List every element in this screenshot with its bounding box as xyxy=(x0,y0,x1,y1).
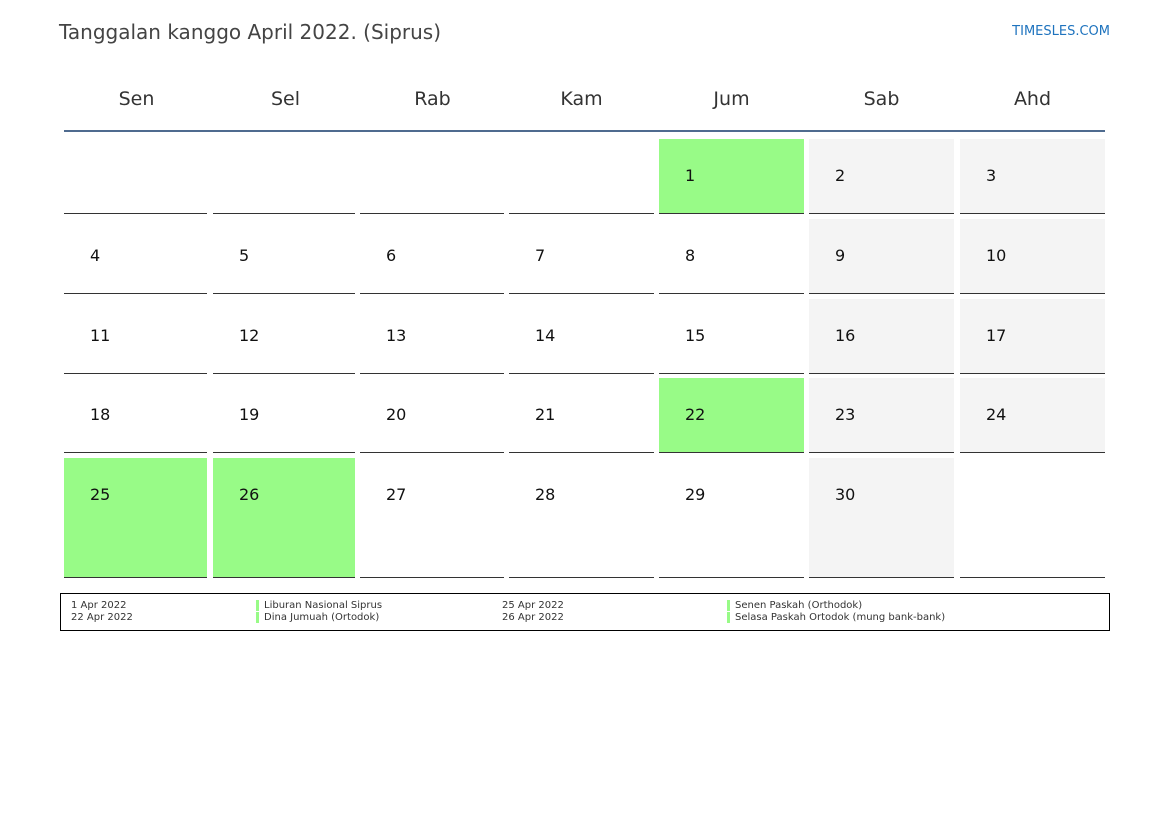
legend-date: 25 Apr 2022 xyxy=(502,600,564,611)
day-cell-weekend[interactable]: 3 xyxy=(960,139,1105,214)
day-number: 28 xyxy=(535,485,556,504)
day-cell[interactable]: 27 xyxy=(360,458,504,578)
day-number: 7 xyxy=(535,246,546,265)
day-number: 18 xyxy=(90,405,111,424)
legend-holiday-name: Selasa Paskah Ortodok (mung bank-bank) xyxy=(727,612,945,623)
day-cell-empty xyxy=(213,139,355,214)
weekday-sun: Ahd xyxy=(1013,88,1052,110)
day-number: 10 xyxy=(986,246,1007,265)
day-number: 8 xyxy=(685,246,696,265)
day-number: 15 xyxy=(685,326,706,345)
day-number: 20 xyxy=(386,405,407,424)
legend-date: 1 Apr 2022 xyxy=(71,600,127,611)
day-cell-weekend[interactable]: 2 xyxy=(809,139,954,214)
weekday-wed: Rab xyxy=(414,88,451,110)
day-number: 1 xyxy=(685,166,696,185)
legend-date: 22 Apr 2022 xyxy=(71,612,133,623)
day-cell[interactable]: 8 xyxy=(659,219,804,294)
legend-holiday-name: Dina Jumuah (Ortodok) xyxy=(256,612,379,623)
weekday-thu: Kam xyxy=(560,88,603,110)
day-cell-holiday[interactable]: 25 xyxy=(64,458,207,578)
legend-holiday-name: Senen Paskah (Orthodok) xyxy=(727,600,862,611)
day-number: 5 xyxy=(239,246,250,265)
weekday-sat: Sab xyxy=(863,88,900,110)
day-number: 21 xyxy=(535,405,556,424)
day-cell[interactable]: 7 xyxy=(509,219,654,294)
day-cell[interactable]: 18 xyxy=(64,378,207,453)
day-cell-weekend[interactable]: 23 xyxy=(809,378,954,453)
day-number: 24 xyxy=(986,405,1007,424)
day-number: 4 xyxy=(90,246,101,265)
day-number: 26 xyxy=(239,485,260,504)
day-cell[interactable]: 29 xyxy=(659,458,804,578)
day-cell-weekend[interactable]: 24 xyxy=(960,378,1105,453)
day-number: 9 xyxy=(835,246,846,265)
day-cell-holiday[interactable]: 26 xyxy=(213,458,355,578)
day-cell-empty xyxy=(960,458,1105,578)
day-cell[interactable]: 12 xyxy=(213,299,355,374)
day-number: 17 xyxy=(986,326,1007,345)
site-link[interactable]: TIMESLES.COM xyxy=(1012,24,1110,39)
day-cell-weekend[interactable]: 10 xyxy=(960,219,1105,294)
legend-date: 26 Apr 2022 xyxy=(502,612,564,623)
day-number: 16 xyxy=(835,326,856,345)
weekday-mon: Sen xyxy=(118,88,155,110)
day-number: 23 xyxy=(835,405,856,424)
weekday-fri: Jum xyxy=(713,88,750,110)
day-cell-weekend[interactable]: 30 xyxy=(809,458,954,578)
day-cell[interactable]: 13 xyxy=(360,299,504,374)
day-cell-weekend[interactable]: 16 xyxy=(809,299,954,374)
day-cell[interactable]: 5 xyxy=(213,219,355,294)
day-number: 11 xyxy=(90,326,111,345)
page-title: Tanggalan kanggo April 2022. (Siprus) xyxy=(59,20,442,44)
day-cell-empty xyxy=(64,139,207,214)
day-number: 22 xyxy=(685,405,706,424)
day-cell[interactable]: 19 xyxy=(213,378,355,453)
holiday-legend: 1 Apr 2022 Liburan Nasional Siprus 22 Ap… xyxy=(60,593,1110,631)
day-cell[interactable]: 15 xyxy=(659,299,804,374)
day-number: 13 xyxy=(386,326,407,345)
day-cell-empty xyxy=(360,139,504,214)
day-number: 27 xyxy=(386,485,407,504)
day-cell[interactable]: 4 xyxy=(64,219,207,294)
day-number: 29 xyxy=(685,485,706,504)
day-number: 12 xyxy=(239,326,260,345)
day-number: 2 xyxy=(835,166,846,185)
weekday-header-row: Sen Sel Rab Kam Jum Sab Ahd xyxy=(64,80,1105,132)
day-cell[interactable]: 11 xyxy=(64,299,207,374)
day-number: 3 xyxy=(986,166,997,185)
day-cell[interactable]: 20 xyxy=(360,378,504,453)
weekday-tue: Sel xyxy=(270,88,301,110)
day-cell-holiday[interactable]: 22 xyxy=(659,378,804,453)
day-number: 30 xyxy=(835,485,856,504)
day-cell-weekend[interactable]: 9 xyxy=(809,219,954,294)
legend-holiday-name: Liburan Nasional Siprus xyxy=(256,600,382,611)
day-cell-empty xyxy=(509,139,654,214)
day-cell[interactable]: 14 xyxy=(509,299,654,374)
day-number: 6 xyxy=(386,246,397,265)
day-cell-holiday[interactable]: 1 xyxy=(659,139,804,214)
day-cell[interactable]: 28 xyxy=(509,458,654,578)
day-number: 19 xyxy=(239,405,260,424)
day-number: 25 xyxy=(90,485,111,504)
day-number: 14 xyxy=(535,326,556,345)
day-cell[interactable]: 21 xyxy=(509,378,654,453)
day-cell[interactable]: 6 xyxy=(360,219,504,294)
day-cell-weekend[interactable]: 17 xyxy=(960,299,1105,374)
